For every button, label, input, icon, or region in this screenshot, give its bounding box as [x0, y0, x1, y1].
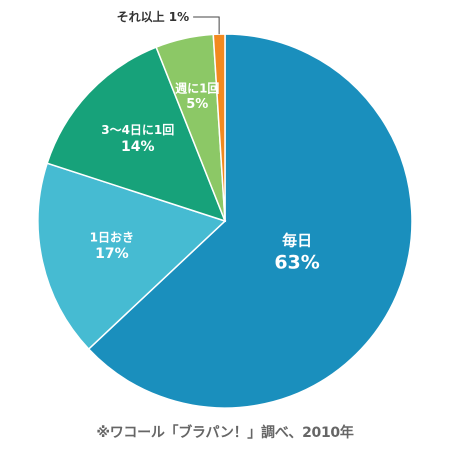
slice-name-label: 3～4日に1回 — [101, 123, 174, 137]
pie-slice-1 — [87, 33, 413, 409]
pie-slice-3 — [46, 46, 227, 223]
slice-value-label: 63% — [274, 251, 319, 273]
slice-value-label: 14% — [121, 139, 155, 155]
slice-value-label: 5% — [186, 97, 208, 112]
pie-slice-2 — [37, 162, 227, 351]
callout-label: それ以上 1% — [117, 9, 190, 24]
callout-leader-line — [193, 16, 220, 35]
slice-name-label: 毎日 — [282, 232, 312, 250]
slice-name-label: 1日おき — [90, 230, 134, 244]
pie-slices — [37, 33, 413, 409]
slice-value-label: 17% — [95, 246, 129, 262]
slice-name-label: 週に1回 — [175, 80, 219, 95]
source-caption: ※ワコール「ブラパン！」調べ、2010年 — [96, 425, 354, 441]
